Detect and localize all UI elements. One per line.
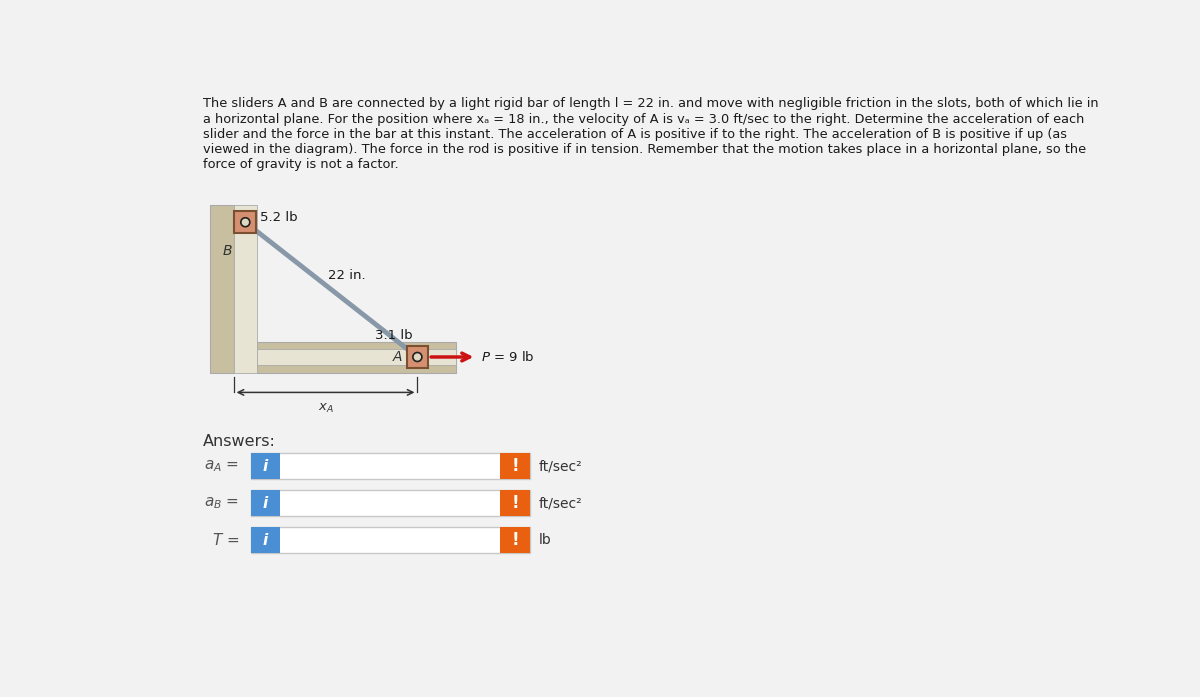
Circle shape [241, 217, 250, 227]
Text: lb: lb [539, 533, 552, 547]
Bar [210, 206, 234, 373]
Circle shape [414, 354, 420, 360]
Text: $x_A$: $x_A$ [318, 401, 334, 415]
Text: ft/sec²: ft/sec² [539, 459, 583, 473]
Text: The sliders A and B are connected by a light rigid bar of length l = 22 in. and : The sliders A and B are connected by a l… [203, 98, 1098, 111]
Text: 22 in.: 22 in. [328, 269, 366, 282]
Text: B: B [223, 244, 232, 258]
Text: slider and the force in the bar at this instant. The acceleration of A is positi: slider and the force in the bar at this … [203, 128, 1067, 141]
Text: !: ! [511, 494, 518, 512]
Bar [251, 453, 281, 480]
Text: viewed in the diagram). The force in the rod is positive if in tension. Remember: viewed in the diagram). The force in the… [203, 143, 1086, 155]
Text: !: ! [511, 531, 518, 549]
Bar [234, 206, 257, 373]
Bar [257, 348, 456, 365]
Text: $P$ = 9 lb: $P$ = 9 lb [481, 350, 534, 364]
Text: $a_B$ =: $a_B$ = [204, 496, 239, 511]
Bar [257, 342, 456, 373]
Bar [500, 527, 529, 553]
Circle shape [242, 220, 248, 225]
Circle shape [413, 353, 422, 362]
Bar [251, 490, 281, 516]
Bar [251, 490, 529, 516]
Text: i: i [263, 496, 268, 511]
Bar [251, 453, 529, 480]
Text: 3.1 lb: 3.1 lb [376, 330, 413, 342]
Bar [251, 527, 529, 553]
Text: i: i [263, 459, 268, 474]
Bar [251, 527, 281, 553]
Bar [500, 453, 529, 480]
Text: !: ! [511, 457, 518, 475]
Text: $T$ =: $T$ = [212, 533, 239, 549]
Text: Answers:: Answers: [203, 434, 276, 449]
Text: force of gravity is not a factor.: force of gravity is not a factor. [203, 158, 398, 171]
Text: $a_A$ =: $a_A$ = [204, 459, 239, 474]
Text: 5.2 lb: 5.2 lb [260, 211, 298, 224]
Bar [234, 211, 256, 233]
Text: ft/sec²: ft/sec² [539, 496, 583, 510]
Text: i: i [263, 533, 268, 548]
Bar [500, 490, 529, 516]
Bar [407, 346, 428, 368]
Text: A: A [394, 350, 403, 364]
Text: a horizontal plane. For the position where xₐ = 18 in., the velocity of A is vₐ : a horizontal plane. For the position whe… [203, 112, 1084, 125]
